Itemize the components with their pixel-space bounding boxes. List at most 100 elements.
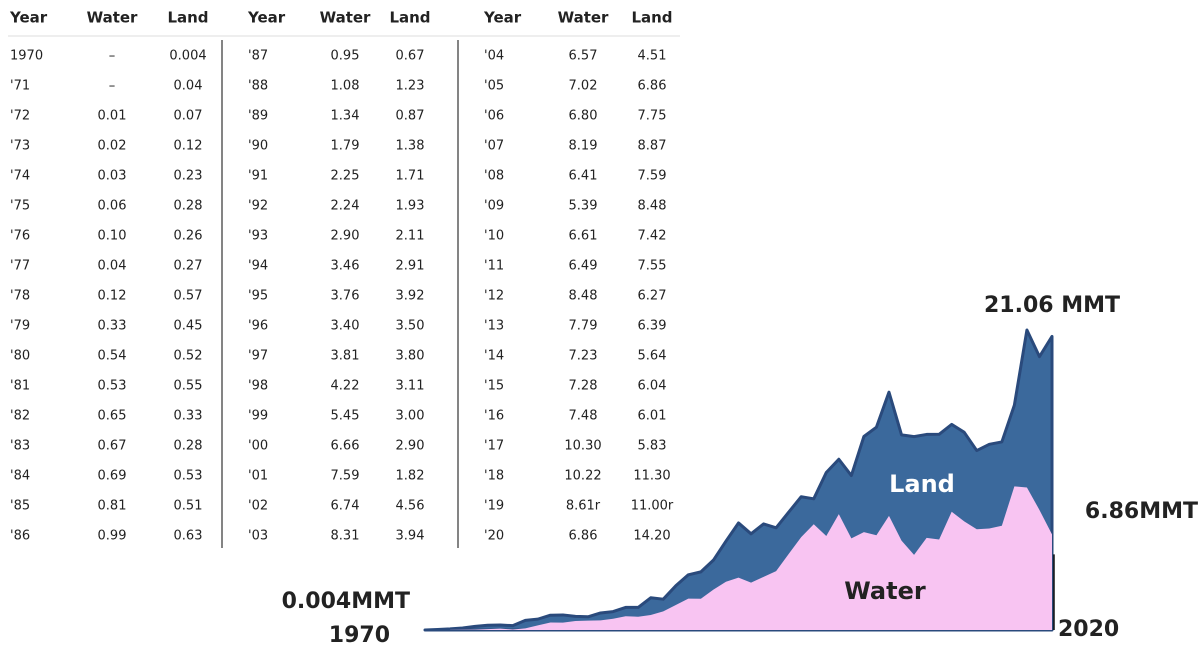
- table-cell: 7.59: [638, 169, 667, 184]
- table-cell: 8.19: [569, 139, 598, 154]
- table-cell: '78: [10, 289, 30, 304]
- table-cell: 8.48: [638, 199, 667, 214]
- table-cell: 0.53: [98, 379, 127, 394]
- table-cell: 0.45: [174, 319, 203, 334]
- table-cell: 6.61: [569, 229, 598, 244]
- table-cell: '89: [248, 109, 268, 124]
- table-cell: 8.61r: [566, 499, 601, 514]
- table-cell: 1.38: [396, 139, 425, 154]
- table-cell: '75: [10, 199, 30, 214]
- annotation: 0.004MMT: [282, 589, 410, 614]
- annotation: 1970: [329, 623, 390, 648]
- table-cell: 11.30: [633, 469, 670, 484]
- table-cell: '82: [10, 409, 30, 424]
- table-cell: 7.28: [569, 379, 598, 394]
- table-cell: 2.25: [331, 169, 360, 184]
- table-cell: '09: [484, 199, 504, 214]
- table-cell: '19: [484, 499, 504, 514]
- table-cell: '94: [248, 259, 268, 274]
- table-cell: '73: [10, 139, 30, 154]
- annotation: 2020: [1058, 617, 1119, 642]
- water-area: [450, 486, 1053, 630]
- table-cell: 7.75: [638, 109, 667, 124]
- table-cell: 6.80: [569, 109, 598, 124]
- table-cell: '81: [10, 379, 30, 394]
- table-cell: 8.48: [569, 289, 598, 304]
- table-cell: 7.55: [638, 259, 667, 274]
- table-cell: 0.27: [174, 259, 203, 274]
- table-cell: 0.004: [169, 49, 206, 64]
- table-cell: 0.65: [98, 409, 127, 424]
- table-cell: 7.79: [569, 319, 598, 334]
- table-cell: 0.01: [98, 109, 127, 124]
- table-cell: 6.57: [569, 49, 598, 64]
- table-cell: 6.66: [331, 439, 360, 454]
- table-cell: 4.51: [638, 49, 667, 64]
- table-cell: '02: [248, 499, 268, 514]
- table-cell: '13: [484, 319, 504, 334]
- table-cell: 3.92: [396, 289, 425, 304]
- table-cell: '01: [248, 469, 268, 484]
- table-cell: 2.90: [331, 229, 360, 244]
- table-cell: '87: [248, 49, 268, 64]
- column-header: Year: [247, 9, 286, 27]
- table-cell: '98: [248, 379, 268, 394]
- table-cell: 3.80: [396, 349, 425, 364]
- table-cell: '06: [484, 109, 504, 124]
- table-cell: 7.02: [569, 79, 598, 94]
- table-cell: '88: [248, 79, 268, 94]
- table-cell: 6.86: [569, 529, 598, 544]
- annotation: 6.86MMT: [1085, 499, 1198, 524]
- table-cell: 1.34: [331, 109, 360, 124]
- table-cell: 0.06: [98, 199, 127, 214]
- table-cell: 0.33: [98, 319, 127, 334]
- table-cell: 0.54: [98, 349, 127, 364]
- table-cell: 7.42: [638, 229, 667, 244]
- table-cell: 11.00r: [631, 499, 674, 514]
- table-cell: '00: [248, 439, 268, 454]
- table-cell: '07: [484, 139, 504, 154]
- table-cell: 6.39: [638, 319, 667, 334]
- table-cell: 2.91: [396, 259, 425, 274]
- table-cell: 2.24: [331, 199, 360, 214]
- table-cell: 3.76: [331, 289, 360, 304]
- table-cell: '04: [484, 49, 504, 64]
- table-cell: 3.94: [396, 529, 425, 544]
- table-cell: '96: [248, 319, 268, 334]
- table-cell: 3.46: [331, 259, 360, 274]
- table-cell: 0.10: [98, 229, 127, 244]
- table-cell: 3.81: [331, 349, 360, 364]
- table-cell: 5.83: [638, 439, 667, 454]
- table-cell: 10.30: [564, 439, 601, 454]
- table-cell: '86: [10, 529, 30, 544]
- table-cell: 0.26: [174, 229, 203, 244]
- table-cell: '99: [248, 409, 268, 424]
- table-cell: 5.64: [638, 349, 667, 364]
- table-cell: 0.07: [174, 109, 203, 124]
- table-cell: 0.57: [174, 289, 203, 304]
- table-cell: 0.12: [98, 289, 127, 304]
- table-cell: '77: [10, 259, 30, 274]
- table-cell: '74: [10, 169, 30, 184]
- table-cell: 5.45: [331, 409, 360, 424]
- table-cell: 1.93: [396, 199, 425, 214]
- series-label: Land: [889, 470, 955, 498]
- column-header: Year: [9, 9, 48, 27]
- table-cell: 14.20: [633, 529, 670, 544]
- table-cell: 10.22: [564, 469, 601, 484]
- table-cell: 1.08: [331, 79, 360, 94]
- table-cell: 4.56: [396, 499, 425, 514]
- table-cell: 0.04: [98, 259, 127, 274]
- column-header: Water: [87, 9, 138, 27]
- annotation: 21.06 MMT: [984, 293, 1120, 318]
- table-cell: '76: [10, 229, 30, 244]
- table-cell: 0.95: [331, 49, 360, 64]
- table-cell: –: [109, 49, 116, 64]
- table-cell: 1970: [10, 49, 43, 64]
- table-cell: 0.28: [174, 199, 203, 214]
- table-cell: 6.04: [638, 379, 667, 394]
- table-cell: '08: [484, 169, 504, 184]
- column-header: Year: [483, 9, 522, 27]
- table-cell: 0.87: [396, 109, 425, 124]
